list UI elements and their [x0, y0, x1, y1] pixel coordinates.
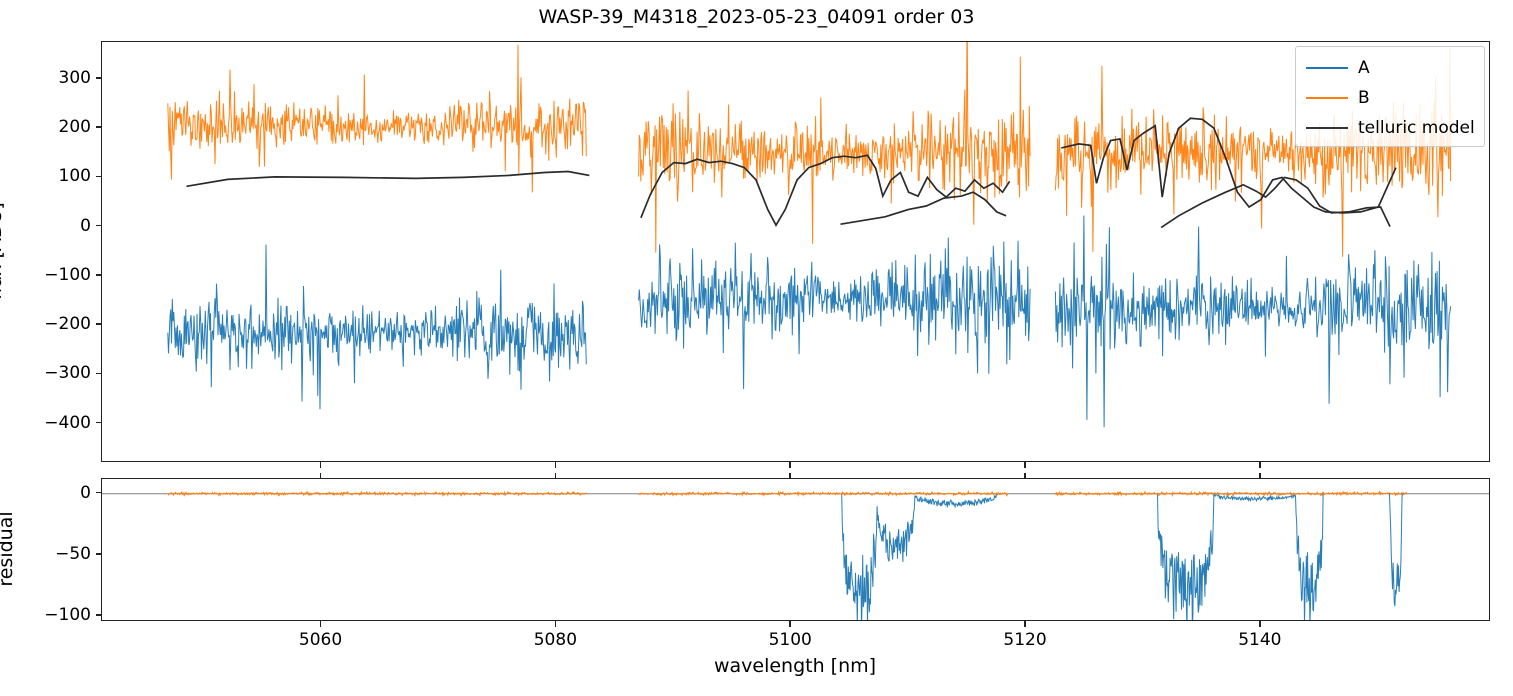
residual-xtick-mark-top	[319, 472, 322, 478]
main-flux-plot-area	[101, 41, 1490, 462]
residual-xtick-mark	[319, 621, 322, 627]
legend-label-b: B	[1358, 88, 1370, 108]
residual-ytick-label: 0	[80, 482, 91, 503]
main-ytick-mark	[95, 372, 101, 375]
residual-ytick-label: −100	[44, 604, 91, 625]
residual-ytick-mark	[95, 614, 101, 616]
main-ytick-label: 0	[80, 215, 91, 236]
main-y-axis-label: flux [ADU]	[0, 202, 6, 300]
page-title: WASP-39_M4318_2023-05-23_04091 order 03	[538, 6, 975, 28]
x-axis-tick-label: 5060	[298, 630, 343, 650]
x-axis-tick-label: 5100	[768, 630, 812, 650]
main-ytick-mark	[95, 224, 101, 227]
legend-swatch-telluric	[1306, 127, 1348, 129]
main-ytick-label: −400	[44, 412, 91, 433]
x-axis-tick-label: 5120	[1003, 630, 1047, 650]
main-ytick-label: −100	[44, 264, 91, 285]
legend-label-telluric: telluric model	[1358, 118, 1475, 138]
main-ytick-label: 200	[58, 117, 91, 138]
residual-ytick-label: −50	[55, 543, 91, 564]
residual-plot-area	[101, 478, 1490, 621]
residual-xtick-mark-top	[789, 472, 791, 478]
residual-xtick-mark	[554, 621, 557, 627]
legend-entry-b: B	[1304, 83, 1476, 113]
residual-ytick-mark	[95, 491, 101, 494]
residual-xtick-mark-top	[554, 472, 557, 478]
main-ytick-label: 100	[58, 166, 91, 187]
residual-series-canvas	[102, 489, 1489, 620]
main-xtick-mark	[789, 462, 791, 468]
legend-swatch-a	[1306, 67, 1348, 69]
residual-xtick-mark-top	[1024, 472, 1026, 478]
legend-entry-telluric: telluric model	[1304, 113, 1476, 143]
legend-swatch-b	[1306, 97, 1348, 99]
x-axis-tick-label: 5080	[533, 630, 578, 650]
main-ytick-mark	[95, 126, 101, 128]
main-xtick-mark	[319, 462, 322, 468]
legend: A B telluric model	[1295, 46, 1485, 147]
residual-xtick-mark	[1024, 621, 1026, 627]
residual-xtick-mark	[789, 621, 791, 627]
main-ytick-label: −300	[44, 363, 91, 384]
flux-series-canvas	[167, 42, 1452, 428]
residual-y-axis-label: residual	[0, 511, 17, 587]
main-xtick-mark	[1259, 462, 1261, 468]
x-axis-label: wavelength [nm]	[713, 655, 877, 677]
main-ytick-mark	[95, 421, 101, 424]
main-ytick-mark	[95, 323, 101, 325]
residual-xtick-mark-top	[1259, 472, 1261, 478]
main-ytick-mark	[95, 175, 101, 178]
main-xtick-mark	[554, 462, 557, 468]
main-ytick-mark	[95, 274, 101, 276]
main-ytick-label: −200	[44, 314, 91, 335]
main-ytick-mark	[95, 77, 101, 79]
residual-ytick-mark	[95, 552, 101, 555]
legend-label-a: A	[1358, 58, 1370, 78]
main-xtick-mark	[1024, 462, 1026, 468]
residual-xtick-mark	[1259, 621, 1261, 627]
main-ytick-label: 300	[58, 67, 91, 88]
x-axis-tick-label: 5140	[1238, 630, 1282, 650]
legend-entry-a: A	[1304, 53, 1476, 83]
